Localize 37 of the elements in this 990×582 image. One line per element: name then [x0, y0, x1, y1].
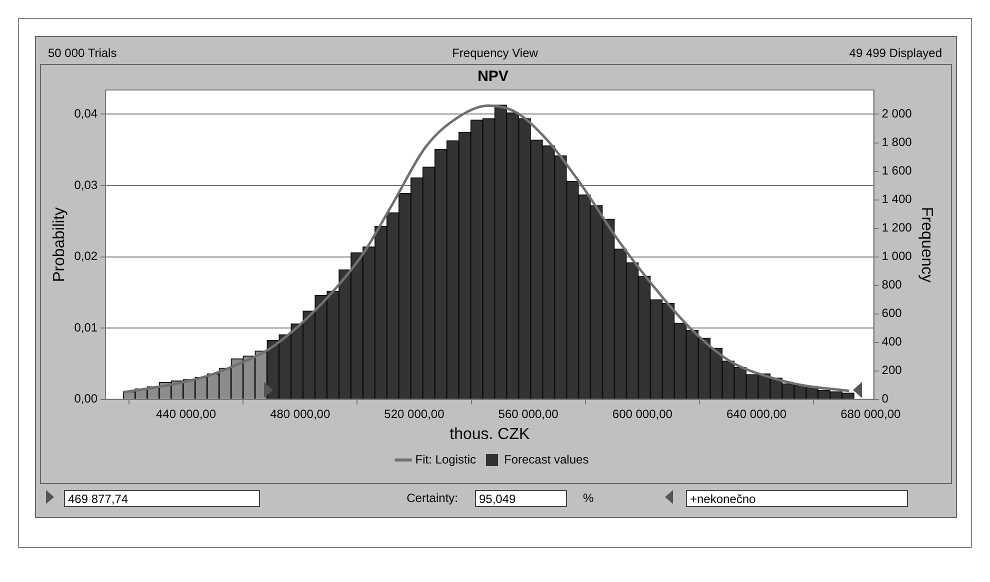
y2-tick-label: 2 000: [882, 106, 912, 121]
y-axis-title: Probability: [51, 207, 68, 282]
text: Certainty:: [406, 490, 458, 507]
y-tick-label: 0,04: [74, 106, 98, 121]
y2-tick-label: 200: [882, 363, 902, 378]
y2-tick-label: 1 600: [882, 164, 912, 178]
y2-tick-label: 1 000: [882, 249, 912, 264]
text: 469 877,74: [64, 490, 260, 507]
y2-tick-label: 400: [882, 334, 902, 349]
x-tick-label: 600 000,00: [612, 406, 673, 421]
y-tick-label: 0,01: [74, 320, 98, 334]
legend-label: Forecast values: [504, 452, 589, 466]
x-tick-label: 480 000,00: [270, 406, 330, 421]
y-tick-label: 0,00: [74, 392, 98, 406]
y-tick-label: 0,02: [74, 249, 98, 264]
text: 50 000 Trials: [48, 45, 117, 62]
x-axis-title: thous. CZK: [450, 426, 530, 443]
text: %: [583, 490, 594, 507]
x-tick-label: 640 000,00: [726, 406, 787, 421]
x-tick-label: 680 000,00: [840, 406, 901, 421]
text: 49 499 Displayed: [849, 45, 942, 62]
x-tick-label: 520 000,00: [384, 406, 445, 421]
y2-tick-label: 1 800: [882, 135, 912, 150]
text: 95,049: [475, 490, 567, 507]
y2-tick-label: 1 400: [882, 192, 912, 206]
x-tick-label: 440 000,00: [156, 406, 216, 421]
legend-label: Fit: Logistic: [415, 452, 476, 466]
y2-tick-label: 1 200: [882, 220, 912, 235]
x-tick-label: 560 000,00: [498, 406, 559, 421]
y2-axis-title: Frequency: [918, 206, 935, 282]
y2-tick-label: 0: [882, 392, 889, 406]
y2-tick-label: 800: [882, 278, 902, 292]
chart-title: NPV: [478, 68, 508, 86]
text: Frequency View: [452, 45, 538, 62]
y2-tick-label: 600: [882, 306, 902, 320]
y-tick-label: 0,03: [74, 178, 98, 192]
text: +nekonečno: [686, 490, 908, 507]
